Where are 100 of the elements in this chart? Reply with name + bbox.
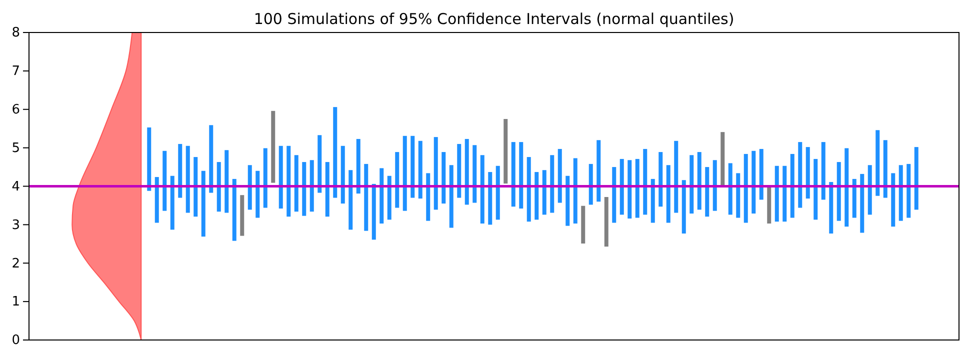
bar xyxy=(844,148,849,227)
bar xyxy=(480,155,484,224)
bar xyxy=(372,184,376,240)
bar xyxy=(434,137,438,210)
bar xyxy=(573,158,578,224)
bar xyxy=(248,165,252,210)
bar xyxy=(216,162,221,212)
bar xyxy=(690,155,694,214)
bar xyxy=(511,142,516,207)
bar xyxy=(154,177,159,223)
bar xyxy=(410,136,415,198)
bar xyxy=(294,155,298,212)
bar xyxy=(519,142,524,209)
bar xyxy=(364,164,368,231)
bar xyxy=(682,180,686,234)
bar xyxy=(256,170,260,218)
y-tick-label: 0 xyxy=(12,333,20,348)
bar xyxy=(898,165,903,221)
bar xyxy=(759,148,764,200)
y-tick-label: 7 xyxy=(12,64,20,80)
bar xyxy=(883,140,888,198)
bar xyxy=(806,147,810,199)
bar xyxy=(348,170,353,230)
bar xyxy=(628,160,632,219)
bar xyxy=(240,195,244,236)
bar xyxy=(744,154,748,223)
bar xyxy=(705,167,710,217)
bar xyxy=(472,145,477,203)
bar xyxy=(325,162,330,217)
bar xyxy=(232,178,236,241)
bar xyxy=(201,170,206,237)
bar xyxy=(620,158,624,215)
bar xyxy=(162,150,167,211)
bar xyxy=(782,166,787,222)
bar xyxy=(402,136,407,211)
bar xyxy=(457,144,462,198)
bar xyxy=(380,168,384,224)
bar xyxy=(286,146,291,217)
bar xyxy=(271,110,276,183)
bar xyxy=(666,165,670,223)
y-tick-label: 3 xyxy=(12,218,20,233)
bar xyxy=(588,164,593,205)
bar xyxy=(178,144,182,198)
bar xyxy=(814,158,818,220)
bar xyxy=(774,166,779,222)
bar xyxy=(906,164,911,218)
bar xyxy=(868,165,872,215)
bar xyxy=(318,135,322,193)
bar xyxy=(170,176,174,230)
y-tick-label: 1 xyxy=(12,294,20,310)
bar xyxy=(876,130,880,196)
bar xyxy=(643,148,648,215)
bar xyxy=(426,173,430,221)
bar xyxy=(790,154,794,218)
y-tick-label: 2 xyxy=(12,256,20,272)
bar xyxy=(860,174,864,233)
bar xyxy=(566,176,570,226)
bar xyxy=(650,178,655,223)
bar xyxy=(596,140,601,202)
bar xyxy=(720,132,725,187)
bar xyxy=(186,146,190,213)
bar xyxy=(496,166,500,220)
bar xyxy=(736,173,740,218)
bar xyxy=(449,165,454,228)
bar xyxy=(534,172,539,220)
bar xyxy=(418,140,422,199)
bar xyxy=(821,142,826,200)
y-tick-label: 5 xyxy=(12,140,20,156)
bar xyxy=(550,155,554,213)
bar xyxy=(504,118,508,184)
bar xyxy=(581,206,586,244)
bar xyxy=(852,178,856,218)
y-tick-label: 4 xyxy=(12,179,20,194)
bar xyxy=(310,160,314,212)
bar xyxy=(836,162,841,221)
bar xyxy=(674,140,678,213)
y-tick-label: 6 xyxy=(12,102,20,118)
bar xyxy=(395,152,400,208)
bar xyxy=(558,148,562,203)
bar xyxy=(340,146,345,204)
bar xyxy=(798,142,802,208)
bar xyxy=(914,147,918,210)
bar xyxy=(387,176,392,220)
bar xyxy=(147,127,152,191)
bar xyxy=(209,125,214,193)
bar xyxy=(526,157,531,222)
bar xyxy=(829,182,834,234)
bar xyxy=(604,197,608,247)
bar xyxy=(488,172,492,225)
bar xyxy=(263,148,268,208)
bar xyxy=(442,152,446,204)
bar xyxy=(891,173,896,227)
bar xyxy=(635,158,640,218)
bar xyxy=(542,170,546,215)
bar xyxy=(658,152,663,207)
bar xyxy=(612,167,616,223)
bar xyxy=(278,146,283,209)
bar xyxy=(356,138,360,194)
bar xyxy=(752,150,756,214)
chart-title: 100 Simulations of 95% Confidence Intervals (normal quantiles) xyxy=(254,10,734,28)
